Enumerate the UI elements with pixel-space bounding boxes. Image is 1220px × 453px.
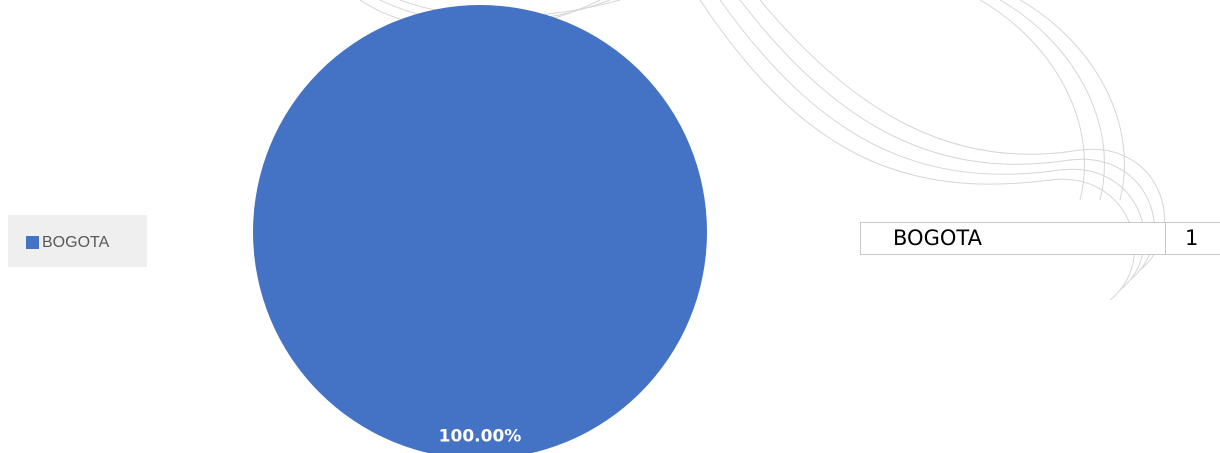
pie-slice (253, 5, 707, 453)
legend-label: BOGOTA (42, 234, 110, 251)
legend-swatch (26, 236, 39, 249)
data-table: BOGOTA 1 (860, 222, 1220, 255)
table-cell (1165, 222, 1220, 255)
table-value: 1 (1185, 226, 1198, 250)
table-label: BOGOTA (893, 226, 983, 250)
background-waves (359, 0, 1165, 301)
data-label: 100.00% (439, 426, 522, 446)
